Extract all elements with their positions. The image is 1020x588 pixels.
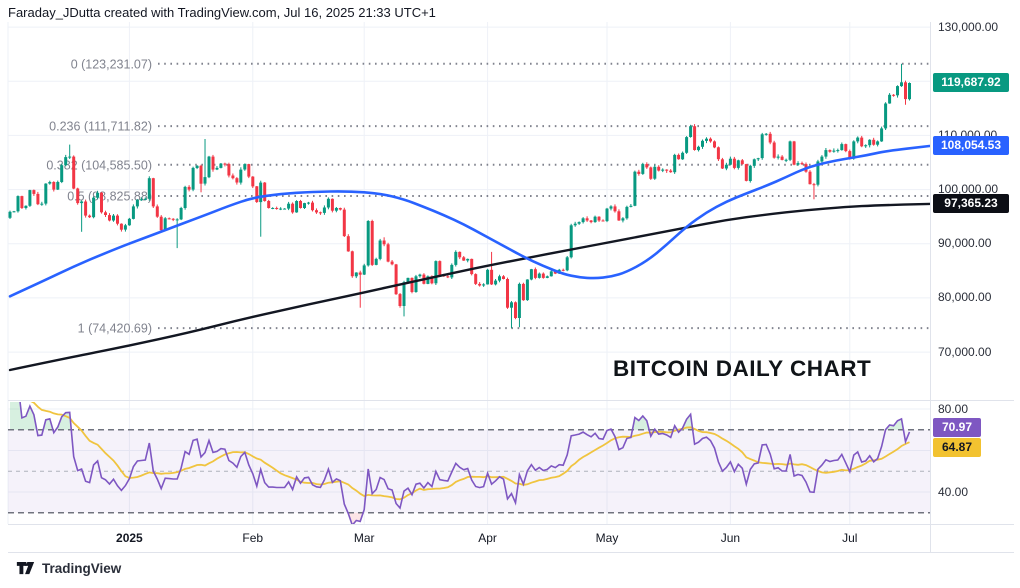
time-tick-label: Mar xyxy=(353,531,375,545)
time-tick-label: Jul xyxy=(842,531,858,545)
price-tick-label: 130,000.00 xyxy=(938,19,999,34)
fib-level-label: 1 (74,420.69) xyxy=(78,322,152,336)
price-tick-label: 70,000.00 xyxy=(938,344,992,359)
footer-brand[interactable]: TradingView xyxy=(16,560,121,577)
rsi-ma-value-badge: 64.87 xyxy=(933,437,981,457)
time-tick-label: Feb xyxy=(242,531,264,545)
price-axis[interactable] xyxy=(931,22,1020,552)
price-tick-label: 100,000.00 xyxy=(938,182,999,197)
tradingview-logo-icon xyxy=(16,562,35,575)
fib-level-label: 0.5 (98,825.88) xyxy=(67,189,152,203)
footer-brand-text: TradingView xyxy=(42,561,122,576)
ma50-price-badge: 108,054.53 xyxy=(933,136,1009,156)
price-tick-label: 80,000.00 xyxy=(938,290,992,305)
rsi-tick-label: 80.00 xyxy=(938,401,969,416)
rsi-tick-label: 40.00 xyxy=(938,484,969,499)
ma200-price-badge: 97,365.23 xyxy=(933,194,1009,214)
fib-level-label: 0.236 (111,711.82) xyxy=(49,120,152,134)
attribution-text: Faraday_JDutta created with TradingView.… xyxy=(8,5,436,20)
rsi-value-badge: 70.97 xyxy=(933,418,981,438)
fib-level-label: 0 (123,231.07) xyxy=(71,57,152,71)
time-tick-label: 2025 xyxy=(116,531,143,545)
watermark-title: BITCOIN DAILY CHART xyxy=(613,356,872,381)
last-price-badge: 119,687.92 xyxy=(933,73,1009,93)
time-tick-label: Jun xyxy=(720,531,741,545)
time-tick-label: May xyxy=(595,531,619,545)
time-tick-label: Apr xyxy=(478,531,497,545)
price-tick-label: 90,000.00 xyxy=(938,236,992,251)
